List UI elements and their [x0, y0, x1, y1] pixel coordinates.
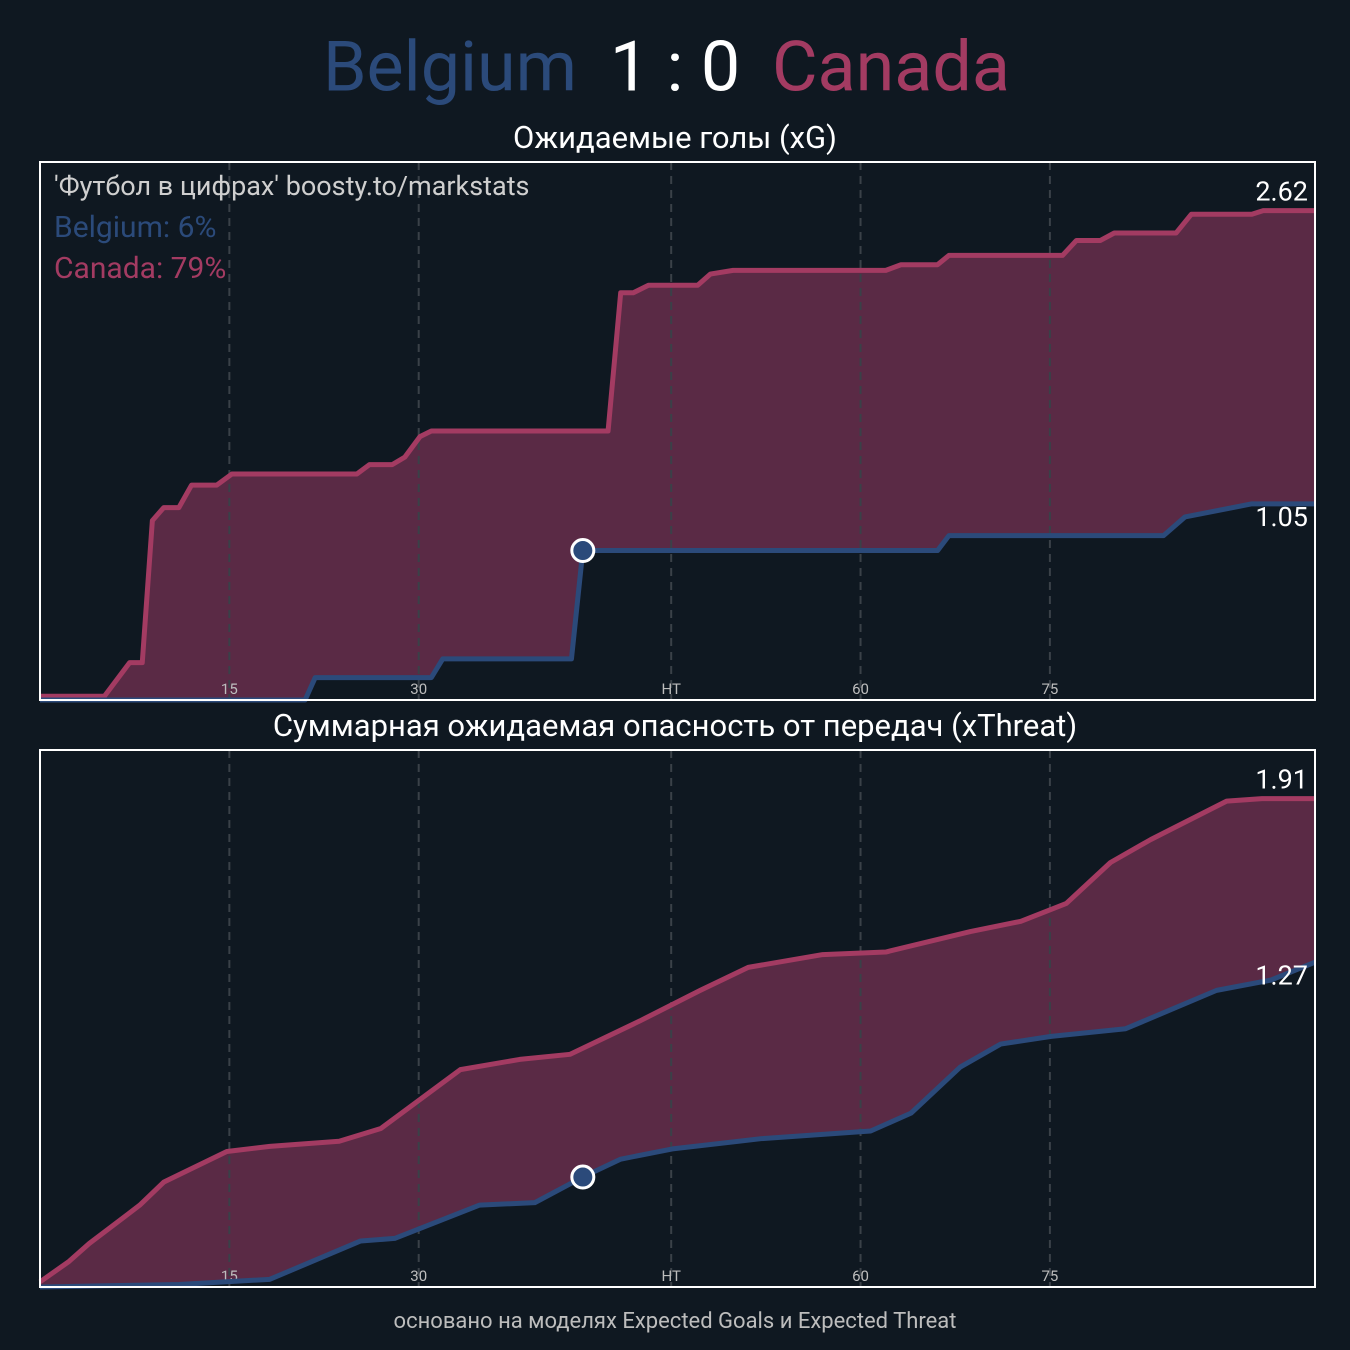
annotation: Canada: 79%	[54, 251, 226, 286]
end-label: 1.27	[1255, 959, 1308, 991]
end-label: 2.62	[1255, 176, 1308, 208]
score: 1 : 0	[610, 26, 740, 108]
goal-marker	[570, 1164, 596, 1190]
away-team: Canada	[772, 26, 1010, 108]
x-tick-label: 15	[221, 680, 238, 698]
plot-border	[39, 161, 1316, 701]
footer: основано на моделях Expected Goals и Exp…	[394, 1309, 957, 1334]
end-label: 1.05	[1255, 501, 1308, 533]
annotation: Belgium: 6%	[54, 210, 216, 245]
plot-border	[39, 749, 1316, 1288]
x-tick-label: HT	[661, 1267, 680, 1285]
series-line	[38, 796, 1315, 1284]
series-line	[40, 208, 1315, 699]
x-tick-label: 75	[1041, 1267, 1058, 1285]
x-tick-label: 60	[852, 1267, 869, 1285]
area-fill	[40, 503, 1315, 700]
x-tick-label: 30	[410, 680, 427, 698]
series-line	[39, 959, 1316, 1290]
x-tick-label: 30	[410, 1267, 427, 1285]
annotation: 'Футбол в цифрах' boosty.to/markstats	[54, 170, 529, 202]
home-team: Belgium	[323, 26, 577, 108]
chart-title: Ожидаемые голы (xG)	[513, 119, 837, 156]
goal-marker	[570, 538, 596, 564]
chart-title: Суммарная ожидаемая опасность от передач…	[273, 707, 1077, 744]
x-tick-label: 60	[852, 680, 869, 698]
x-tick-label: 75	[1041, 680, 1058, 698]
x-tick-label: HT	[661, 680, 680, 698]
end-label: 1.91	[1255, 764, 1308, 796]
area-fill	[40, 962, 1315, 1287]
